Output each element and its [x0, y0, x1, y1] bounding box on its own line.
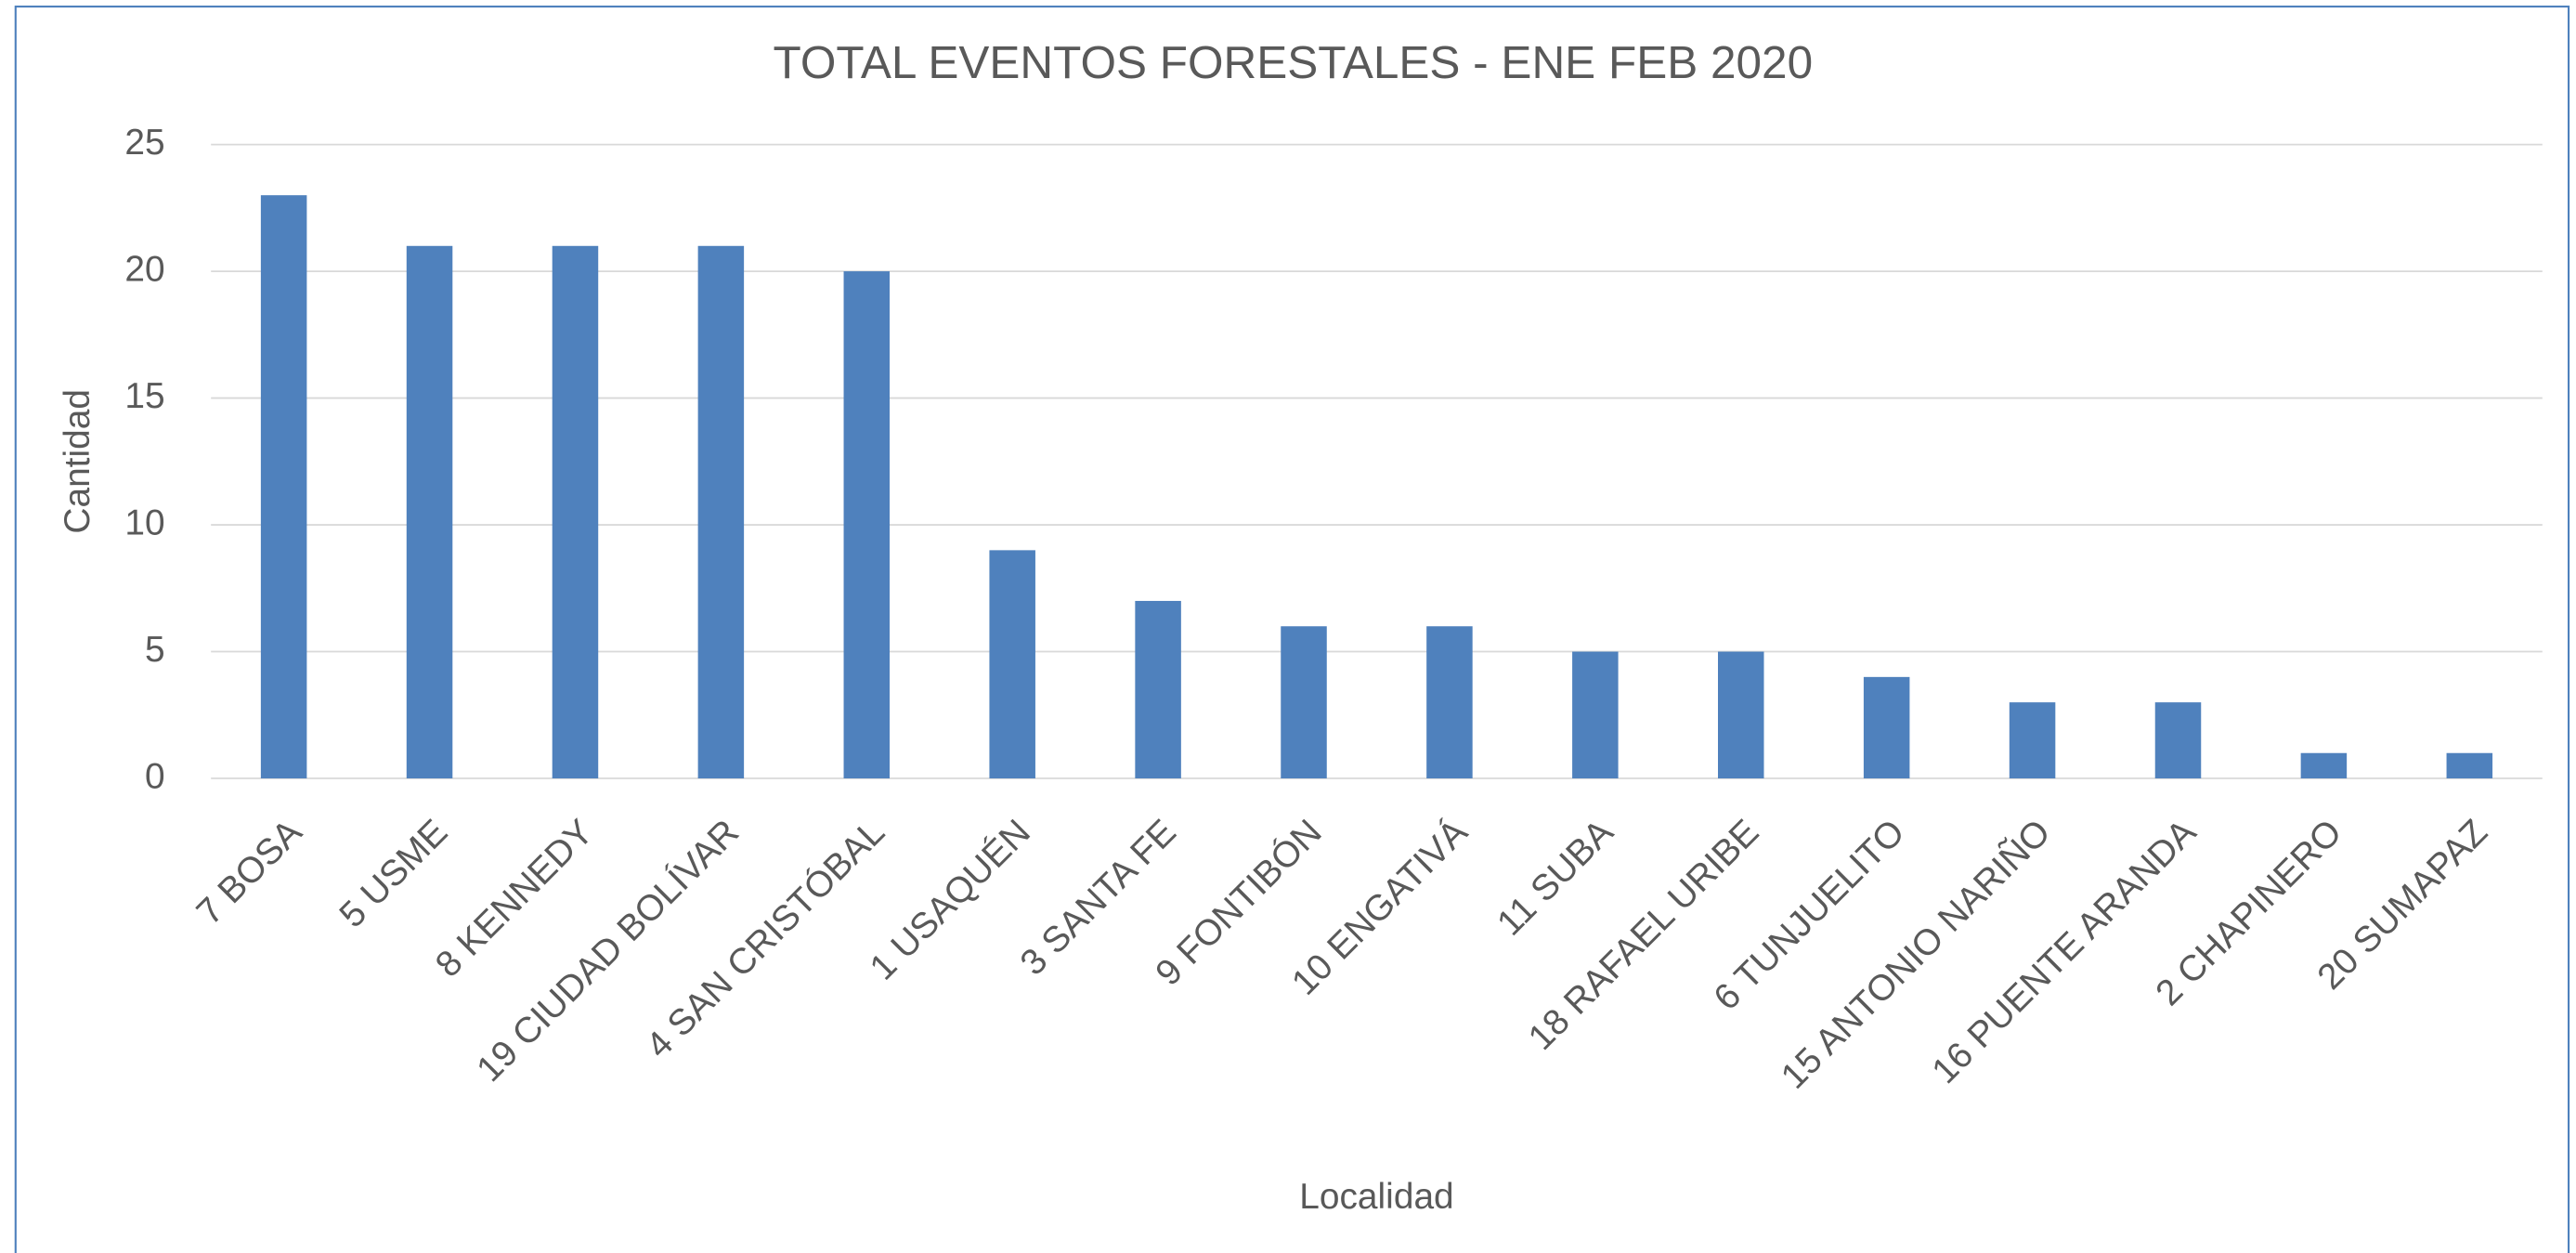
bar — [2300, 752, 2348, 779]
bar — [260, 195, 307, 779]
y-tick-label: 25 — [124, 123, 164, 163]
bar — [1572, 651, 1619, 779]
bar — [1281, 626, 1327, 779]
bar — [989, 550, 1035, 779]
bar — [552, 245, 599, 779]
y-tick-label: 15 — [124, 376, 164, 416]
bar — [2446, 752, 2493, 779]
bar — [406, 245, 453, 779]
x-axis-label: Localidad — [1299, 1177, 1453, 1217]
y-axis-label: Cantidad — [58, 389, 98, 534]
bar — [1426, 626, 1473, 779]
chart-title: TOTAL EVENTOS FORESTALES - ENE FEB 2020 — [773, 37, 1813, 88]
bar — [843, 271, 891, 779]
y-tick-label: 10 — [124, 503, 164, 542]
y-tick-label: 5 — [145, 630, 165, 670]
bar — [1135, 600, 1181, 779]
y-tick-label: 0 — [145, 756, 165, 796]
bar — [2009, 702, 2056, 779]
y-tick-label: 20 — [124, 249, 164, 289]
bar — [697, 245, 745, 779]
bar — [1718, 651, 1764, 779]
bar — [1863, 676, 1910, 779]
bar — [2154, 702, 2202, 779]
